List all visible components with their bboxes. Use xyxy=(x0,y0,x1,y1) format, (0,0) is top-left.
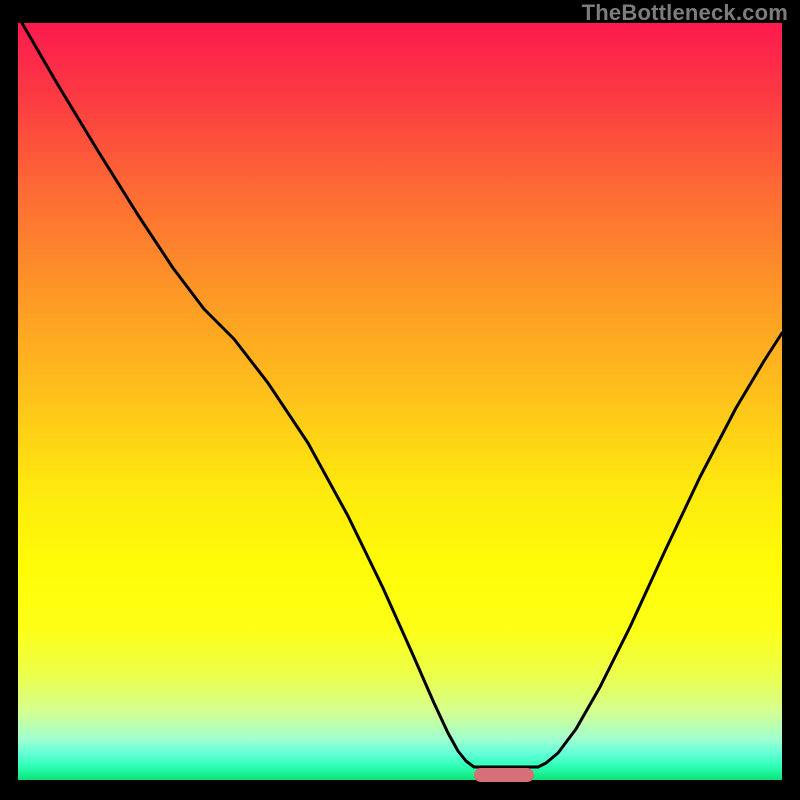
chart-frame: TheBottleneck.com xyxy=(0,0,800,800)
plot-area xyxy=(18,23,782,780)
minimum-marker xyxy=(474,768,534,782)
bottleneck-curve xyxy=(18,23,782,780)
